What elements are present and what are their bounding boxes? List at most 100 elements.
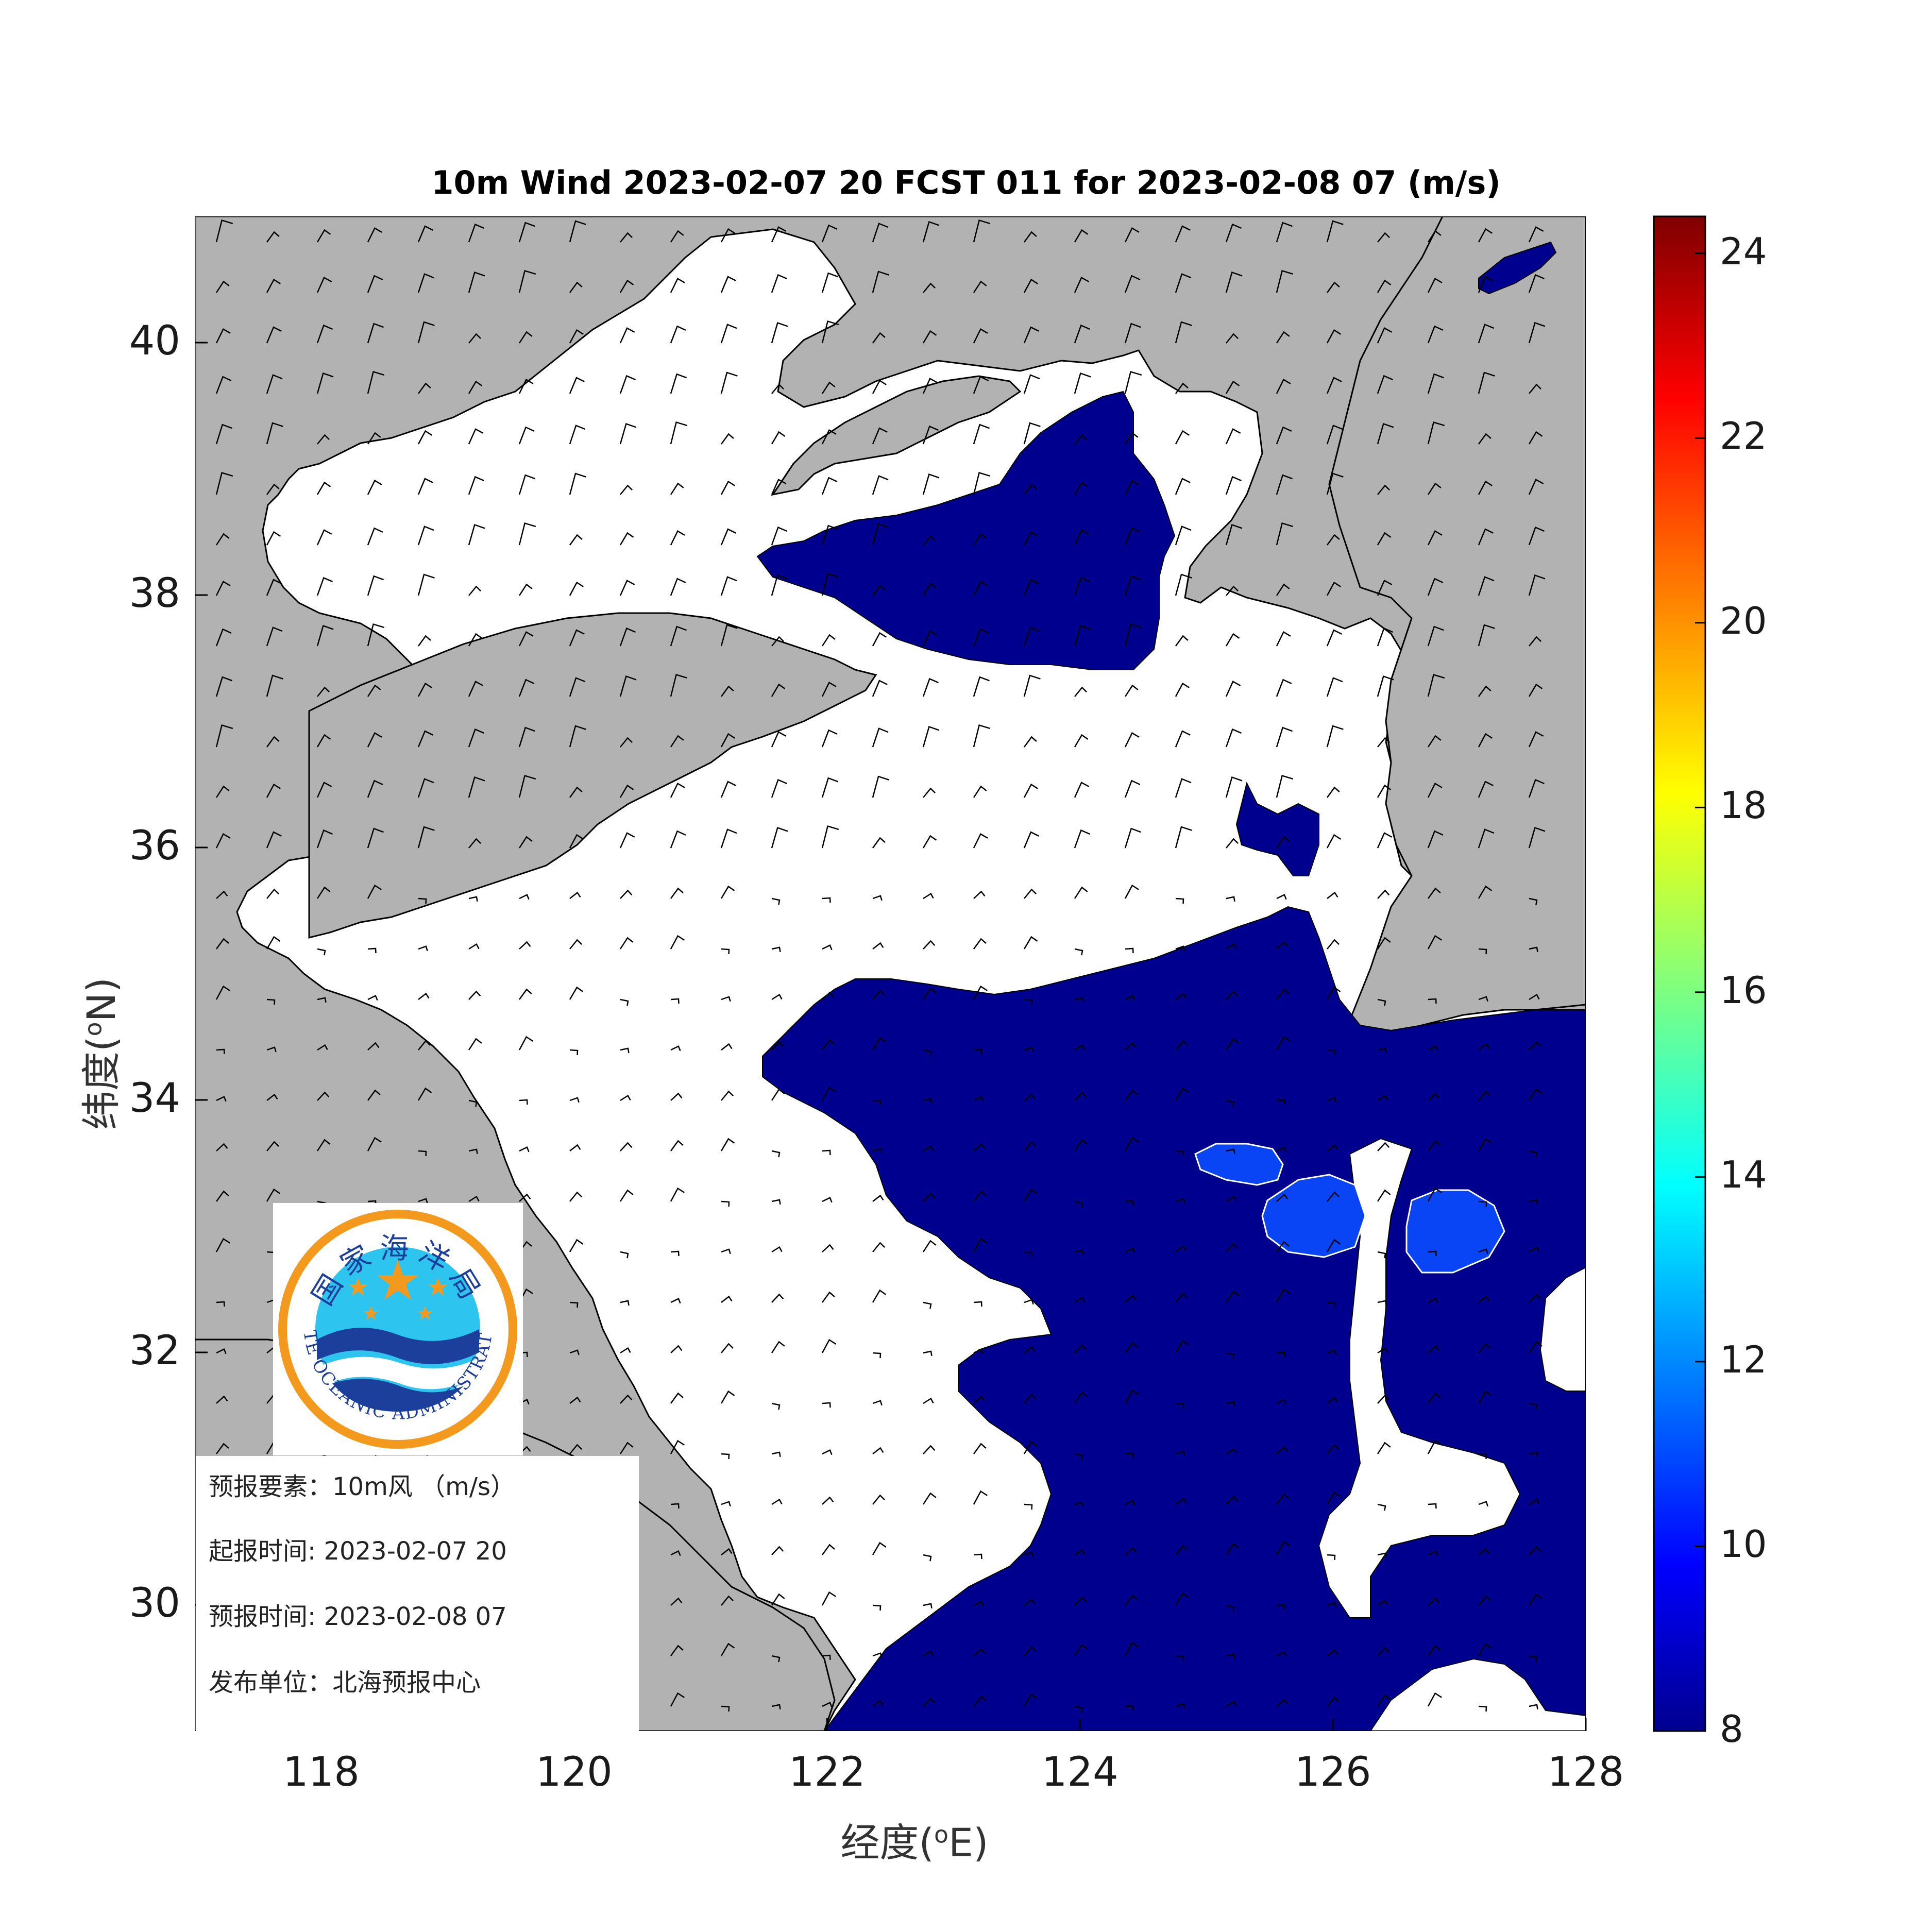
wind-barb — [215, 1190, 229, 1202]
wind-barb — [1528, 226, 1544, 243]
wind-region-8-10 — [756, 391, 1176, 670]
wind-barb — [1478, 1138, 1493, 1151]
wind-barb — [721, 1501, 731, 1507]
wind-barb — [1074, 1139, 1088, 1151]
calm-gap — [1369, 1658, 1586, 1731]
wind-barb — [1529, 1293, 1541, 1303]
wind-barb — [720, 685, 734, 697]
wind-barb — [215, 376, 232, 394]
wind-barb — [670, 735, 684, 748]
wind-barb — [973, 472, 991, 495]
wind-barb — [1428, 1045, 1438, 1052]
wind-barb — [1276, 941, 1289, 950]
wind-barb — [1276, 1446, 1289, 1454]
x-tick-label: 118 — [283, 1749, 360, 1795]
wind-barb — [1427, 1692, 1442, 1707]
wind-barb — [1478, 1343, 1491, 1353]
wind-barb — [1427, 482, 1442, 495]
wind-barb — [872, 584, 886, 596]
colorbar-tick-label: 24 — [1720, 229, 1767, 273]
wind-barb — [1124, 827, 1141, 849]
wind-barb — [1024, 1251, 1033, 1258]
wind-barb — [1427, 278, 1443, 293]
wind-barb — [1024, 1141, 1037, 1151]
wind-barb — [872, 427, 888, 445]
wind-barb — [670, 887, 684, 899]
colorbar-tick-label: 16 — [1720, 968, 1767, 1012]
wind-barb — [569, 1444, 582, 1454]
wind-barb — [670, 482, 684, 495]
wind-barb — [619, 327, 635, 344]
x-tick-label: 128 — [1547, 1749, 1624, 1795]
wind-barb — [316, 782, 332, 798]
wind-barb — [215, 219, 233, 243]
wind-barb — [973, 1695, 987, 1707]
wind-barb — [1225, 1543, 1240, 1555]
wind-barb — [1175, 1040, 1188, 1050]
wind-barb — [1427, 1140, 1441, 1151]
wind-barb — [418, 1198, 428, 1204]
wind-barb — [670, 578, 686, 596]
wind-barb — [317, 434, 330, 445]
wind-barb — [1529, 897, 1538, 905]
wind-barb — [468, 585, 481, 596]
info-element: 预报要素：10m风 （m/s） — [209, 1472, 516, 1501]
wind-barb — [619, 532, 634, 546]
wind-barb — [872, 1604, 882, 1611]
wind-barb — [1023, 326, 1039, 344]
wind-barb — [367, 827, 384, 849]
wind-barb — [923, 1603, 933, 1609]
wind-barb — [1074, 1643, 1088, 1656]
wind-barb — [771, 897, 781, 905]
wind-barb — [266, 1093, 278, 1101]
wind-barb — [1024, 1393, 1037, 1404]
wind-barb — [1377, 1094, 1388, 1101]
wind-barb — [316, 734, 331, 748]
wind-barb — [923, 1350, 933, 1357]
wind-barb — [1226, 1195, 1237, 1202]
wind-barb — [670, 1345, 683, 1353]
wind-barb — [518, 426, 535, 445]
wind-barb — [1023, 1188, 1038, 1202]
x-tick-label: 126 — [1294, 1749, 1371, 1795]
wind-barb — [1226, 1099, 1235, 1107]
wind-barb — [1175, 682, 1190, 697]
wind-barb — [1074, 434, 1087, 445]
chart-title: 10m Wind 2023-02-07 20 FCST 011 for 2023… — [431, 164, 1501, 201]
wind-barb — [1327, 1097, 1337, 1103]
wind-barb — [1377, 737, 1390, 748]
wind-barb — [569, 534, 583, 546]
wind-barb — [1327, 1144, 1338, 1151]
wind-barb — [1326, 1491, 1341, 1505]
wind-barb — [1124, 1137, 1139, 1151]
wind-barb — [569, 220, 586, 243]
wind-barb — [316, 829, 333, 849]
wind-barb — [973, 1190, 987, 1202]
wind-barb — [519, 1146, 530, 1153]
wind-barb — [266, 422, 283, 445]
wind-barb — [518, 270, 536, 293]
wind-barb — [1327, 891, 1338, 899]
wind-barb — [1125, 994, 1136, 1001]
wind-barb — [1478, 948, 1487, 955]
wind-barb — [266, 626, 283, 647]
wind-barb — [216, 1143, 228, 1151]
wind-barb — [1327, 1696, 1340, 1707]
wind-barb — [317, 948, 326, 956]
wind-barb — [367, 227, 382, 243]
wind-barb — [569, 377, 585, 394]
wind-barb — [1428, 1297, 1438, 1304]
wind-barb — [1276, 379, 1291, 394]
wind-barb — [1175, 1340, 1190, 1353]
wind-barb — [417, 382, 431, 394]
wind-barb — [973, 376, 989, 394]
wind-barb — [1175, 273, 1192, 293]
wind-barb — [721, 1295, 733, 1303]
wind-barb — [1276, 1351, 1285, 1358]
wind-barb — [1427, 421, 1445, 445]
wind-barb — [417, 225, 433, 243]
wind-barb — [1377, 1599, 1388, 1606]
wind-barb — [1074, 734, 1089, 748]
wind-barb — [1226, 1352, 1235, 1360]
wind-barb — [1175, 1450, 1185, 1456]
